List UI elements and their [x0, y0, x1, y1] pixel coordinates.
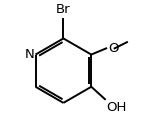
Text: O: O: [109, 42, 119, 55]
Text: Br: Br: [56, 3, 71, 16]
Text: OH: OH: [106, 101, 127, 114]
Text: N: N: [25, 48, 35, 61]
